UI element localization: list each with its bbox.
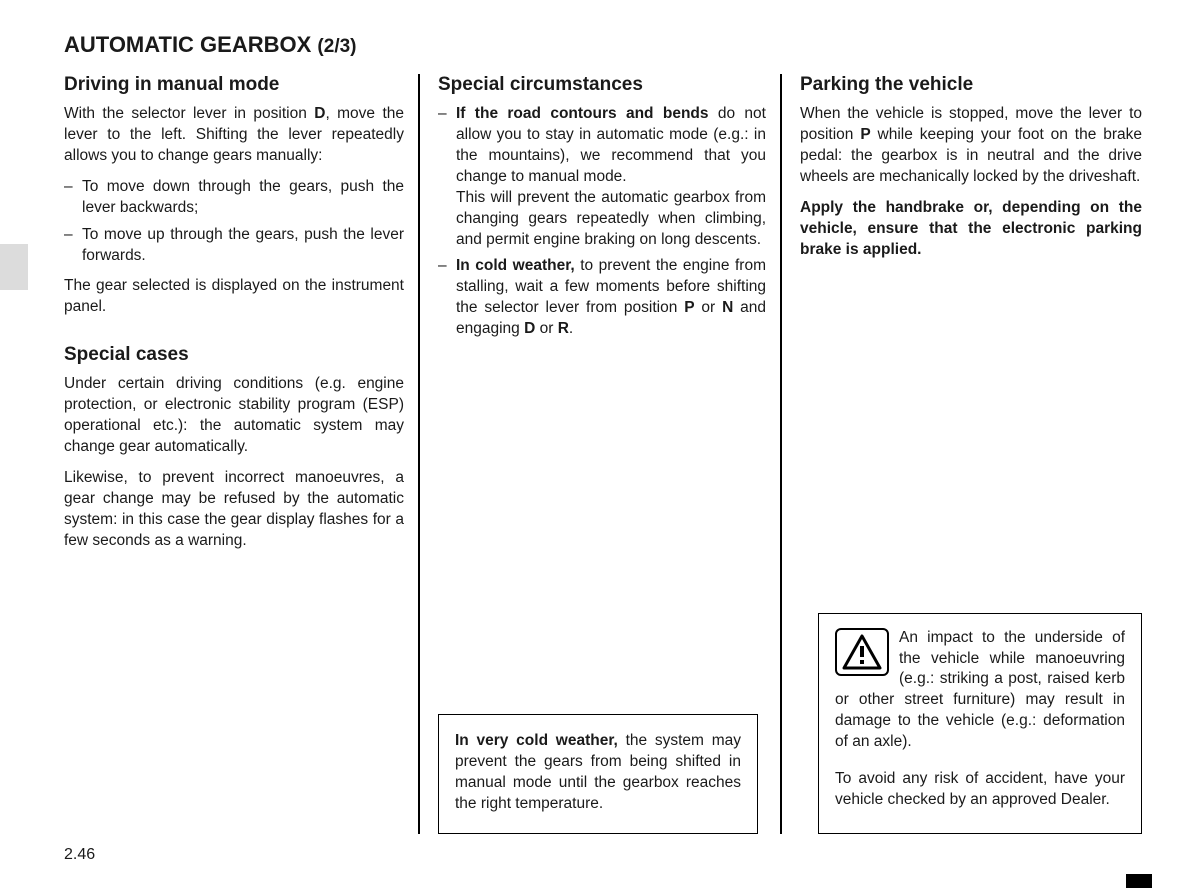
col2-heading: Special circumstances — [438, 74, 766, 96]
col3-para-2: Apply the handbrake or, depending on the… — [800, 198, 1142, 261]
col1-heading-cases: Special cases — [64, 344, 404, 366]
column-3: Parking the vehicle When the vehicle is … — [780, 74, 1142, 834]
col1-para-4: Likewise, to prevent incorrect manoeuvre… — [64, 468, 404, 552]
column-2: Special circumstances If the road contou… — [418, 74, 780, 834]
manual-page: AUTOMATIC GEARBOX (2/3) Driving in manua… — [0, 0, 1200, 888]
col3-heading: Parking the vehicle — [800, 74, 1142, 96]
col1-list: To move down through the gears, push the… — [64, 177, 404, 267]
list-item: To move up through the gears, push the l… — [64, 225, 404, 267]
warning-text-2: To avoid any risk of accident, have your… — [835, 769, 1125, 811]
section-tab — [0, 244, 28, 290]
warning-box: An impact to the underside of the vehicl… — [818, 613, 1142, 834]
cold-weather-box: In very cold weather, the system may pre… — [438, 714, 758, 834]
col1-para-3: Under certain driving conditions (e.g. e… — [64, 374, 404, 458]
title-main: AUTOMATIC GEARBOX — [64, 32, 311, 57]
col3-para-1: When the vehicle is stopped, move the le… — [800, 104, 1142, 188]
warning-content: An impact to the underside of the vehicl… — [835, 628, 1125, 764]
page-title: AUTOMATIC GEARBOX (2/3) — [64, 32, 1152, 58]
col2-list: If the road contours and bends do not al… — [438, 104, 766, 340]
col1-heading-manual: Driving in manual mode — [64, 74, 404, 96]
col1-para-1: With the selector lever in position D, m… — [64, 104, 404, 167]
box-text: In very cold weather, the system may pre… — [455, 731, 741, 815]
title-part: (2/3) — [317, 36, 356, 57]
list-item: If the road contours and bends do not al… — [438, 104, 766, 250]
content-columns: Driving in manual mode With the selector… — [64, 74, 1152, 834]
list-item: In cold weather, to prevent the engine f… — [438, 256, 766, 340]
list-item: To move down through the gears, push the… — [64, 177, 404, 219]
col1-para-2: The gear selected is displayed on the in… — [64, 276, 404, 318]
crop-mark — [1126, 874, 1152, 888]
warning-icon — [835, 628, 889, 676]
page-number: 2.46 — [64, 846, 95, 864]
column-1: Driving in manual mode With the selector… — [64, 74, 418, 834]
